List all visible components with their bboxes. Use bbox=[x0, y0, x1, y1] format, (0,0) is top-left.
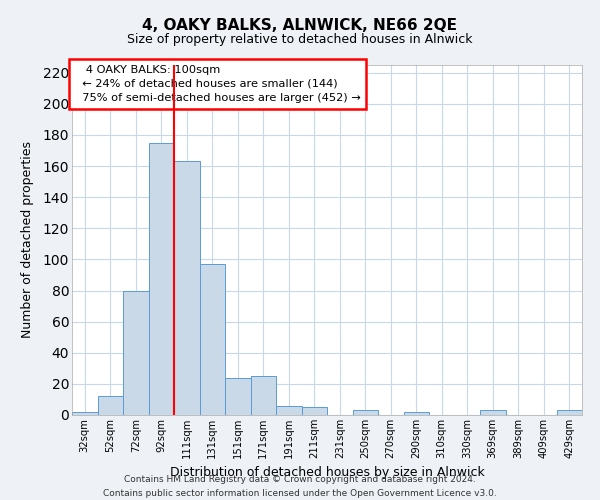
Bar bbox=[72, 412, 97, 415]
Bar bbox=[174, 162, 199, 415]
Bar bbox=[199, 264, 225, 415]
Text: 4, OAKY BALKS, ALNWICK, NE66 2QE: 4, OAKY BALKS, ALNWICK, NE66 2QE bbox=[143, 18, 458, 32]
Bar bbox=[251, 376, 276, 415]
Bar bbox=[353, 410, 378, 415]
Bar bbox=[557, 410, 582, 415]
Bar bbox=[302, 407, 327, 415]
Bar bbox=[404, 412, 429, 415]
Bar bbox=[149, 143, 174, 415]
Text: Size of property relative to detached houses in Alnwick: Size of property relative to detached ho… bbox=[127, 32, 473, 46]
Bar bbox=[480, 410, 505, 415]
Bar bbox=[97, 396, 123, 415]
X-axis label: Distribution of detached houses by size in Alnwick: Distribution of detached houses by size … bbox=[170, 466, 484, 479]
Y-axis label: Number of detached properties: Number of detached properties bbox=[22, 142, 34, 338]
Bar bbox=[225, 378, 251, 415]
Bar bbox=[276, 406, 302, 415]
Text: 4 OAKY BALKS: 100sqm
  ← 24% of detached houses are smaller (144)
  75% of semi-: 4 OAKY BALKS: 100sqm ← 24% of detached h… bbox=[74, 65, 360, 103]
Text: Contains HM Land Registry data © Crown copyright and database right 2024.
Contai: Contains HM Land Registry data © Crown c… bbox=[103, 476, 497, 498]
Bar bbox=[123, 290, 149, 415]
